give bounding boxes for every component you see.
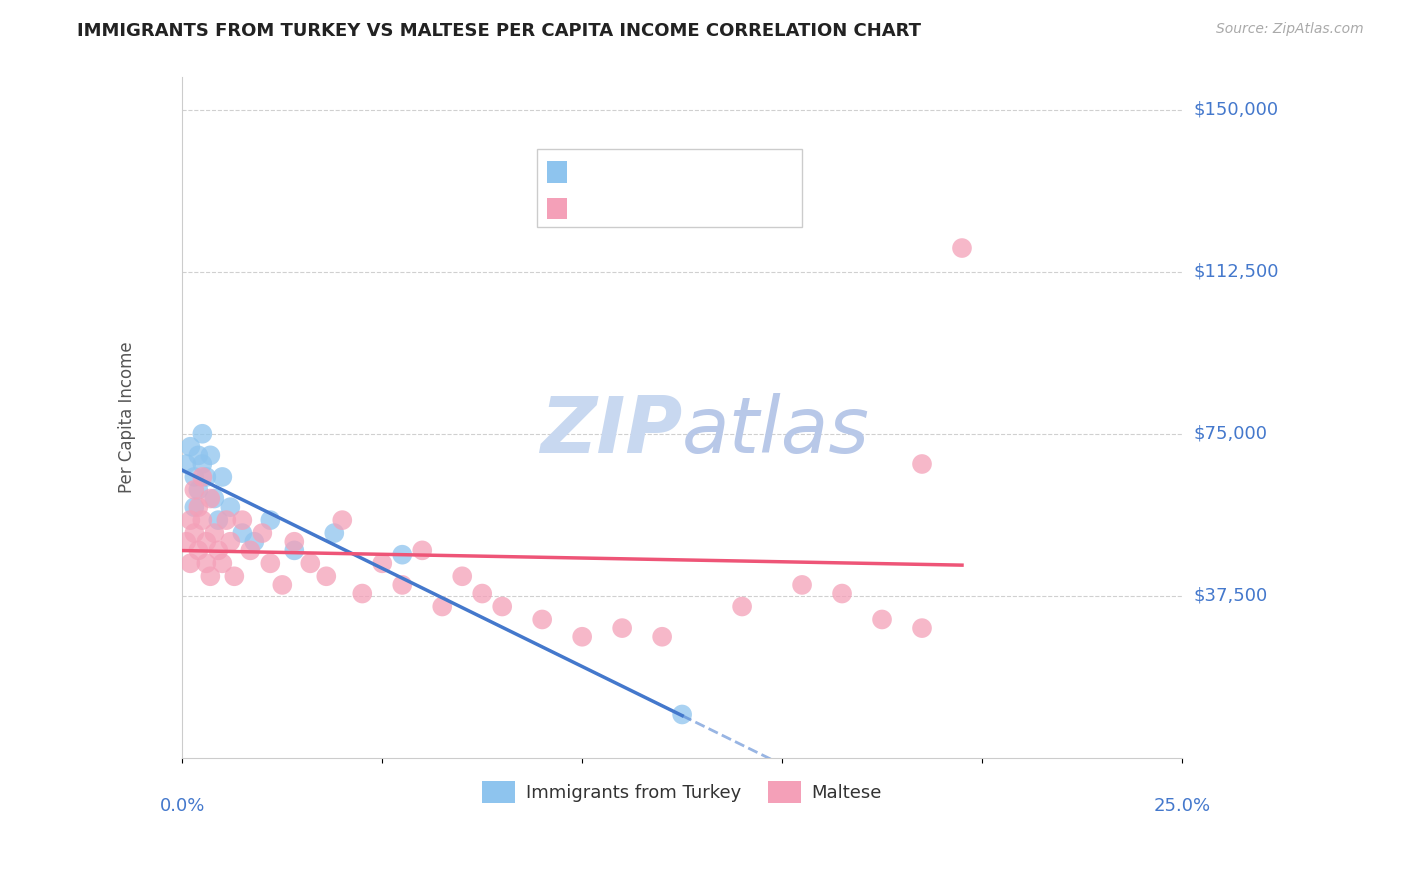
Point (183, 470, 205, 484)
Point (471, 586, 494, 600)
Point (911, 621, 934, 635)
Text: IMMIGRANTS FROM TURKEY VS MALTESE PER CAPITA INCOME CORRELATION CHART: IMMIGRANTS FROM TURKEY VS MALTESE PER CA… (77, 22, 921, 40)
Point (202, 491, 225, 506)
Text: Source: ZipAtlas.com: Source: ZipAtlas.com (1216, 22, 1364, 37)
FancyBboxPatch shape (537, 149, 801, 227)
Point (207, 543, 229, 558)
Point (671, 707, 693, 722)
Point (200, 569, 222, 583)
Point (207, 513, 229, 527)
Point (491, 599, 513, 614)
Point (352, 586, 374, 600)
Text: $37,500: $37,500 (1194, 587, 1267, 605)
Point (187, 448, 209, 462)
Point (243, 534, 266, 549)
Point (612, 621, 634, 635)
Point (195, 470, 218, 484)
Point (391, 548, 413, 562)
Point (176, 534, 198, 549)
Bar (547, 161, 567, 183)
Point (831, 586, 853, 600)
Point (571, 630, 593, 644)
Point (283, 543, 305, 558)
Point (211, 557, 233, 571)
Point (731, 599, 754, 614)
Text: R = -0.267   N = 21: R = -0.267 N = 21 (578, 161, 754, 179)
Point (239, 543, 262, 558)
Point (179, 557, 201, 571)
Point (195, 534, 218, 549)
Text: $150,000: $150,000 (1194, 101, 1278, 119)
Point (259, 557, 281, 571)
Point (187, 500, 209, 515)
Point (259, 513, 281, 527)
Point (790, 578, 813, 592)
Point (531, 612, 554, 626)
Point (323, 526, 346, 541)
Point (870, 612, 893, 626)
Point (211, 470, 233, 484)
Point (183, 526, 205, 541)
Point (252, 526, 274, 541)
Point (176, 457, 198, 471)
Text: atlas: atlas (682, 393, 870, 469)
Bar (547, 197, 567, 219)
Point (371, 557, 394, 571)
Point (224, 569, 246, 583)
Point (179, 440, 201, 454)
Text: R =  0.470   N = 47: R = 0.470 N = 47 (578, 197, 754, 215)
Point (191, 470, 214, 484)
Point (271, 578, 294, 592)
Text: 0.0%: 0.0% (160, 797, 205, 814)
Point (219, 500, 242, 515)
Text: $112,500: $112,500 (1194, 263, 1278, 281)
Point (187, 483, 209, 497)
Text: 25.0%: 25.0% (1153, 797, 1211, 814)
Point (195, 557, 218, 571)
Point (231, 526, 253, 541)
Point (183, 500, 205, 515)
Point (315, 569, 337, 583)
Point (451, 569, 474, 583)
Point (651, 630, 673, 644)
Point (191, 457, 214, 471)
Legend: Immigrants from Turkey, Maltese: Immigrants from Turkey, Maltese (475, 773, 889, 810)
Point (179, 513, 201, 527)
Text: Per Capita Income: Per Capita Income (118, 342, 136, 493)
Point (183, 483, 205, 497)
Point (231, 513, 253, 527)
Point (391, 578, 413, 592)
Point (219, 534, 242, 549)
Text: ZIP: ZIP (540, 393, 682, 469)
Point (191, 426, 214, 441)
Point (950, 241, 973, 255)
Point (200, 448, 222, 462)
Point (202, 526, 225, 541)
Point (187, 543, 209, 558)
Point (215, 513, 238, 527)
Point (432, 599, 454, 614)
Point (200, 491, 222, 506)
Point (330, 513, 353, 527)
Point (411, 543, 433, 558)
Point (191, 513, 214, 527)
Text: $75,000: $75,000 (1194, 425, 1267, 442)
Point (283, 534, 305, 549)
Point (911, 457, 934, 471)
Point (299, 557, 322, 571)
